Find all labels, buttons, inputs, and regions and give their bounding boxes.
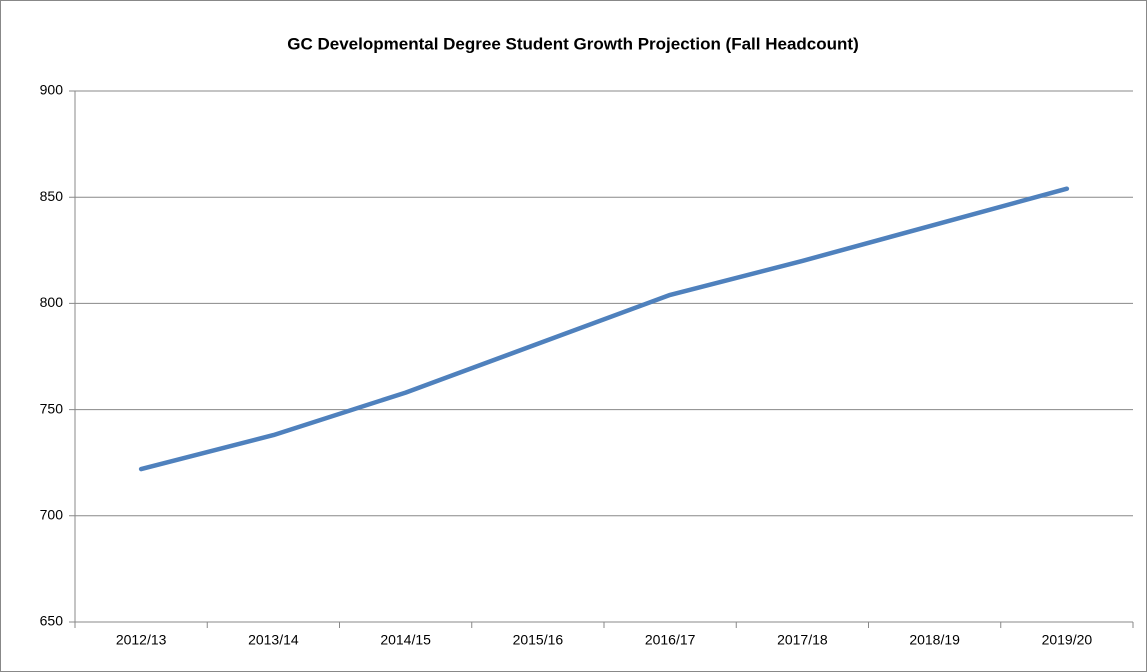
y-tick-label: 800 <box>40 294 64 310</box>
x-tick-label: 2015/16 <box>513 632 564 648</box>
data-line <box>138 186 1070 472</box>
y-tick-label: 900 <box>40 82 64 98</box>
y-tick-label: 750 <box>40 400 64 416</box>
x-tick-label: 2013/14 <box>248 632 299 648</box>
x-tick-label: 2017/18 <box>777 632 828 648</box>
x-tick-label: 2014/15 <box>380 632 431 648</box>
y-tick-label: 700 <box>40 507 64 523</box>
x-tick-label: 2018/19 <box>909 632 960 648</box>
x-tick-label: 2016/17 <box>645 632 696 648</box>
chart-title: GC Developmental Degree Student Growth P… <box>287 34 858 53</box>
y-tick-label: 650 <box>40 613 64 629</box>
y-tick-label: 850 <box>40 188 64 204</box>
x-tick-label: 2019/20 <box>1042 632 1093 648</box>
x-tick-label: 2012/13 <box>116 632 167 648</box>
